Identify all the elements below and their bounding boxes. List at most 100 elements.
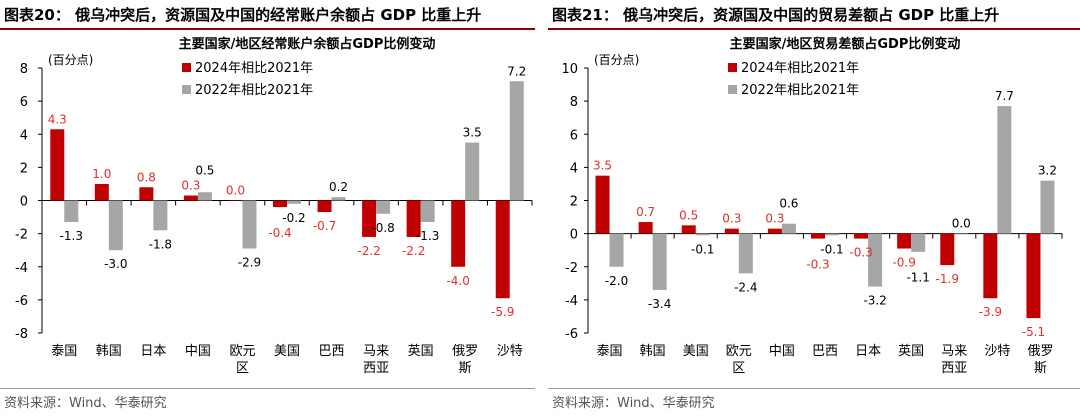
title-rule <box>548 28 1080 30</box>
bar-2022 <box>609 233 624 267</box>
bar-2024 <box>1026 233 1041 319</box>
data-label: -1.1 <box>906 271 929 285</box>
data-label: -5.9 <box>491 305 514 319</box>
x-tick-label: 马来西亚 <box>941 344 967 376</box>
figure-21-title: 图表21： 俄乌冲突后，资源国及中国的贸易差额占 GDP 比重上升 <box>552 6 1000 24</box>
x-tick-label: 韩国 <box>96 344 122 359</box>
y-tick-label: -6 <box>15 294 28 309</box>
legend-swatch <box>182 85 191 94</box>
data-label: -0.1 <box>691 242 714 256</box>
y-tick-label: -4 <box>15 261 28 276</box>
footer-rule <box>548 388 1080 389</box>
bar-2022 <box>997 106 1012 234</box>
data-label: -0.4 <box>268 226 291 240</box>
x-tick-label: 沙特 <box>984 344 1010 359</box>
data-label: -3.0 <box>104 257 127 271</box>
bar-2022 <box>954 233 969 235</box>
bar-2022 <box>1040 180 1055 234</box>
y-tick-label: -8 <box>15 327 28 342</box>
data-label: -5.1 <box>1022 325 1045 339</box>
bar-2024 <box>767 228 782 234</box>
data-label: 3.2 <box>1038 164 1057 178</box>
bar-2022 <box>197 192 212 201</box>
y-tick-label: -6 <box>565 327 578 342</box>
x-tick-label: 中国 <box>185 344 211 359</box>
bar-2024 <box>595 175 610 234</box>
x-tick-label: 日本 <box>855 344 881 359</box>
chart-subtitle: 主要国家/地区经常账户余额占GDP比例变动 <box>179 36 436 52</box>
bar-2024 <box>451 200 466 267</box>
bar-2024 <box>638 222 653 234</box>
y-tick-label: 2 <box>20 161 28 176</box>
data-label: -3.4 <box>648 297 671 311</box>
data-label: 0.3 <box>181 179 200 193</box>
x-tick-label: 英国 <box>408 344 434 359</box>
bar-2024 <box>495 200 510 299</box>
data-label: -0.3 <box>806 257 829 271</box>
bar-2022 <box>781 223 796 234</box>
legend-label: 2024年相比2021年 <box>741 61 859 76</box>
bar-2024 <box>139 187 154 201</box>
data-label: -0.8 <box>371 221 394 235</box>
bar-2022 <box>825 233 839 236</box>
data-label: 3.5 <box>463 126 482 140</box>
x-tick-label: 沙特 <box>497 344 523 359</box>
bar-2022 <box>287 200 301 204</box>
data-label: 0.2 <box>329 180 348 194</box>
source-note: 资料来源：Wind、华泰研究 <box>4 396 167 411</box>
data-label: -0.2 <box>282 211 305 225</box>
legend-label: 2022年相比2021年 <box>195 83 313 98</box>
data-label: 4.3 <box>48 112 67 126</box>
x-tick-label: 俄罗斯 <box>452 344 478 376</box>
data-label: -0.3 <box>849 246 872 260</box>
bar-2022 <box>108 200 123 251</box>
title-rule <box>0 28 535 30</box>
bar-2024 <box>273 200 287 208</box>
bar-2022 <box>331 197 346 201</box>
data-label: -2.0 <box>605 274 628 288</box>
data-label: 0.7 <box>636 205 655 219</box>
footer-rule <box>0 388 535 389</box>
data-label: 0.0 <box>952 217 971 231</box>
data-label: -0.1 <box>820 242 843 256</box>
bar-2024 <box>183 195 198 201</box>
data-label: -1.8 <box>149 237 172 251</box>
y-tick-label: 6 <box>20 95 28 110</box>
bar-2022 <box>868 233 883 287</box>
bar-2022 <box>911 233 926 252</box>
data-label: -0.7 <box>313 219 336 233</box>
data-label: -2.9 <box>238 256 261 270</box>
source-note: 资料来源：Wind、华泰研究 <box>552 396 715 411</box>
legend-swatch <box>728 63 737 72</box>
bar-2022 <box>465 142 480 201</box>
bar-2024 <box>983 233 998 299</box>
x-tick-label: 巴西 <box>319 344 345 359</box>
bar-2024 <box>406 200 421 237</box>
y-axis-unit: (百分点) <box>594 53 639 67</box>
x-tick-label: 欧元区 <box>726 344 752 376</box>
x-tick-label: 英国 <box>898 344 924 359</box>
bar-2024 <box>94 183 109 201</box>
data-label: 7.7 <box>995 89 1014 103</box>
data-label: -1.9 <box>936 272 959 286</box>
bar-2024 <box>681 225 696 234</box>
bar-2022 <box>738 233 753 274</box>
data-label: 0.6 <box>779 197 798 211</box>
data-label: -1.3 <box>60 229 83 243</box>
data-label: 0.8 <box>137 170 156 184</box>
data-label: 3.5 <box>593 159 612 173</box>
data-label: -0.9 <box>892 256 915 270</box>
bar-2022 <box>376 200 391 214</box>
x-tick-label: 泰国 <box>51 344 77 359</box>
bar-2024 <box>228 200 243 201</box>
bar-2024 <box>317 200 332 213</box>
y-tick-label: 4 <box>570 161 578 176</box>
bar-2022 <box>420 200 435 223</box>
bar-2022 <box>64 200 79 223</box>
y-tick-label: 6 <box>570 128 578 143</box>
data-label: -2.4 <box>734 280 757 294</box>
y-tick-label: 4 <box>20 128 28 143</box>
chart-trade-balance: 主要国家/地区贸易差额占GDP比例变动 (百分点) -6 -4 -2 0 2 4 6 8 10 泰国 3… <box>561 36 1063 376</box>
chart-subtitle: 主要国家/地区贸易差额占GDP比例变动 <box>730 36 961 52</box>
